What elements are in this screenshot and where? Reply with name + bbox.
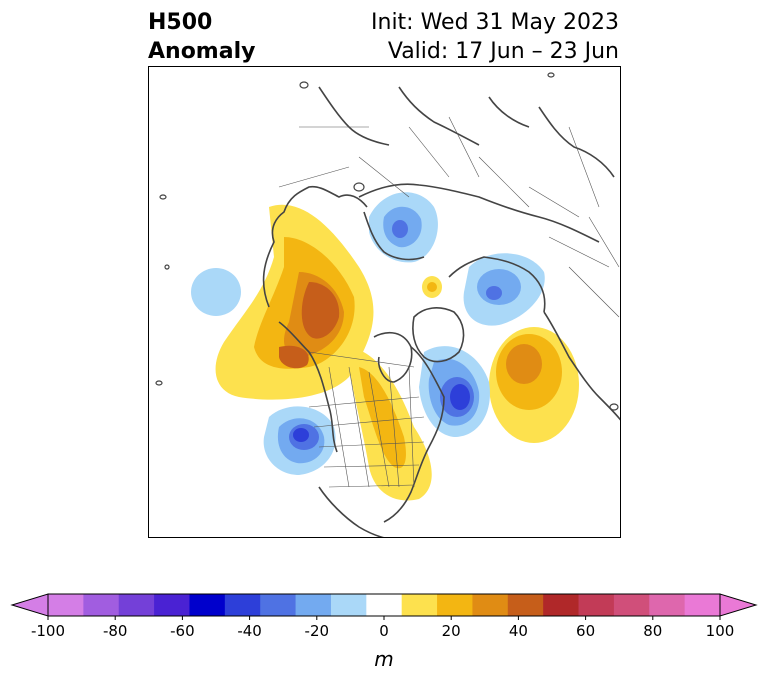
colorbar-tick-label: 0: [379, 622, 389, 640]
colorbar-segment: [613, 594, 650, 616]
negative-anomaly-labrador-40: [450, 384, 470, 410]
colorbar-segment: [472, 594, 509, 616]
map-title: H500 Anomaly: [148, 8, 255, 66]
negative-anomaly-scandinavia-20: [477, 269, 521, 305]
colorbar-segment: [507, 594, 544, 616]
title-line-2: Anomaly: [148, 39, 256, 64]
colorbar-segment: [401, 594, 438, 616]
colorbar-tick-label: 40: [509, 622, 528, 640]
negative-anomaly-scandinavia-30: [486, 286, 502, 300]
init-date-label: Init: Wed 31 May 2023: [371, 10, 619, 35]
colorbar-tick-label: 20: [442, 622, 461, 640]
islands: [155, 72, 619, 411]
colorbar-tick-label: -100: [31, 622, 65, 640]
colorbar-unit-label: m: [374, 647, 393, 671]
colorbar-segment: [649, 594, 686, 616]
positive-anomaly-atlantic-30: [506, 344, 542, 384]
left-edge-white-patch: [149, 285, 159, 319]
colorbar-segment: [578, 594, 615, 616]
colorbar-segment: [543, 594, 580, 616]
colorbar-segment: [224, 594, 261, 616]
positive-anomaly-west-canada-40: [301, 282, 340, 339]
anomaly-fills: [149, 192, 579, 501]
negative-anomaly-west-us-40: [293, 428, 309, 442]
coastlines: [262, 86, 620, 537]
forecast-dates: Init: Wed 31 May 2023 Valid: 17 Jun – 23…: [371, 8, 619, 66]
colorbar-tick-label: 60: [576, 622, 595, 640]
colorbar-tick-label: -60: [170, 622, 195, 640]
colorbar-segment: [189, 594, 226, 616]
polar-stereographic-map: [149, 72, 620, 537]
colorbar-tick-label: 80: [643, 622, 662, 640]
positive-anomaly-central-us-20: [359, 367, 406, 469]
negative-anomaly-siberia-30: [392, 220, 408, 238]
colorbar-under-extension: [10, 593, 49, 617]
colorbar-segment: [260, 594, 297, 616]
political-borders: [278, 116, 620, 488]
colorbar-tick-label: -40: [237, 622, 262, 640]
colorbar: -100 -80 -60 -40 -20 0 20 40 60 80 100 m: [10, 588, 758, 682]
positive-anomaly-west-canada-40b: [279, 345, 309, 369]
valid-date-label: Valid: 17 Jun – 23 Jun: [387, 39, 619, 64]
colorbar-segment: [83, 594, 120, 616]
colorbar-segment: [154, 594, 190, 616]
positive-anomaly-pole-inner: [427, 282, 437, 292]
colorbar-segment: [684, 594, 721, 616]
colorbar-segment: [330, 594, 367, 616]
colorbar-segment: [118, 594, 155, 616]
colorbar-segment: [366, 594, 403, 616]
title-line-1: H500: [148, 10, 213, 35]
negative-anomaly-pacific: [191, 268, 241, 316]
colorbar-segment: [437, 594, 473, 616]
colorbar-svg: -100 -80 -60 -40 -20 0 20 40 60 80 100 m: [10, 593, 758, 671]
colorbar-segment: [295, 594, 332, 616]
map-panel: [148, 66, 621, 538]
colorbar-tick-label: 100: [706, 622, 735, 640]
colorbar-tick-label: -80: [103, 622, 128, 640]
colorbar-segment: [48, 594, 84, 616]
colorbar-over-extension: [719, 593, 758, 617]
colorbar-tick-label: -20: [305, 622, 330, 640]
